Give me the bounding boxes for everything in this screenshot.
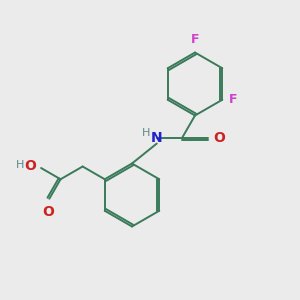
Text: H: H <box>142 128 150 138</box>
Text: O: O <box>214 130 226 145</box>
Text: N: N <box>151 130 163 145</box>
Text: F: F <box>229 93 237 106</box>
Text: O: O <box>24 160 36 173</box>
Text: F: F <box>191 33 199 46</box>
Text: H: H <box>16 160 25 170</box>
Text: O: O <box>42 205 54 219</box>
